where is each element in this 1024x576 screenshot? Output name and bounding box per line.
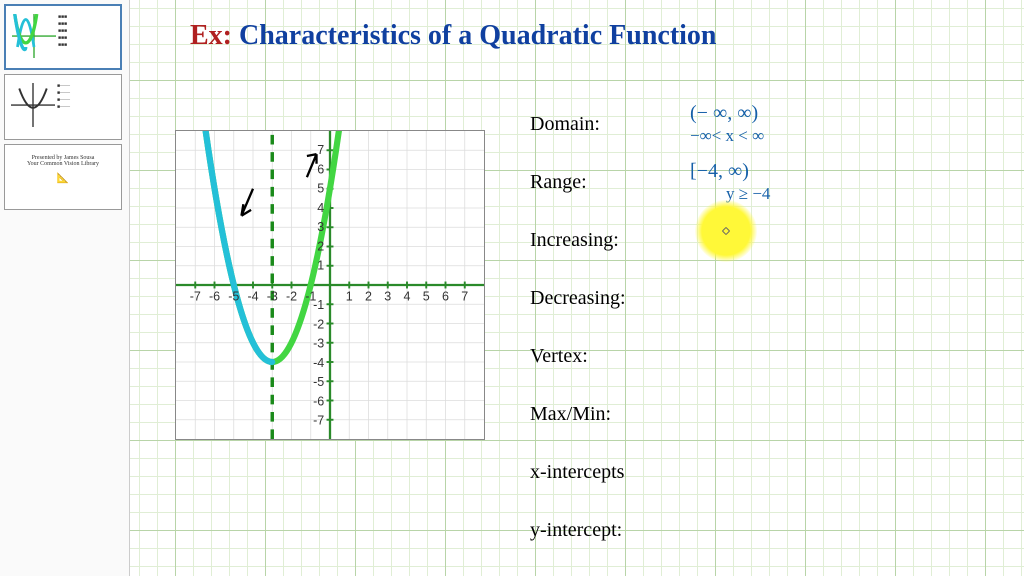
slide-thumb-3[interactable]: Presented by James Sousa Your Common Vis… (4, 144, 122, 210)
svg-text:5: 5 (317, 182, 324, 196)
svg-text:-7: -7 (313, 414, 324, 428)
svg-text:-2: -2 (286, 289, 297, 303)
svg-text:5: 5 (423, 289, 430, 303)
main-slide: Ex: Characteristics of a Quadratic Funct… (130, 0, 1024, 576)
label-decreasing: Decreasing: (530, 287, 690, 310)
answer-range: [−4, ∞) y ≥ −4 (690, 160, 770, 204)
svg-text:1: 1 (317, 259, 324, 273)
row-decreasing: Decreasing: (530, 269, 770, 327)
label-range: Range: (530, 171, 690, 194)
svg-text:-6: -6 (313, 394, 324, 408)
svg-text:2: 2 (317, 239, 324, 253)
svg-text:4: 4 (317, 201, 324, 215)
thumb-label-list: ■■■■■■■■■■■■■■■ (58, 14, 67, 49)
answer-domain-2: −∞< x < ∞ (690, 126, 764, 145)
thumb-axes-icon (11, 83, 55, 127)
svg-text:-4: -4 (313, 356, 324, 370)
thumb-3-credits: Presented by James Sousa Your Common Vis… (5, 145, 121, 184)
label-yint: y-intercept: (530, 519, 690, 542)
svg-text:-2: -2 (313, 317, 324, 331)
quadratic-chart: -7-6-5-4-3-2-11234567 7654321-1-2-3-4-5-… (175, 130, 485, 440)
label-vertex: Vertex: (530, 345, 690, 368)
svg-text:3: 3 (317, 220, 324, 234)
chart-svg: -7-6-5-4-3-2-11234567 7654321-1-2-3-4-5-… (176, 131, 484, 439)
thumb-parabola-icon (12, 14, 56, 58)
row-increasing: Increasing: (530, 211, 770, 269)
row-yint: y-intercept: (530, 501, 770, 559)
row-vertex: Vertex: (530, 327, 770, 385)
svg-text:2: 2 (365, 289, 372, 303)
slide-title: Ex: Characteristics of a Quadratic Funct… (190, 20, 717, 52)
svg-text:-6: -6 (209, 289, 220, 303)
answer-range-2: y ≥ −4 (690, 184, 770, 203)
label-increasing: Increasing: (530, 229, 690, 252)
label-domain: Domain: (530, 113, 690, 136)
svg-text:-4: -4 (247, 289, 258, 303)
svg-text:1: 1 (346, 289, 353, 303)
svg-text:6: 6 (317, 162, 324, 176)
svg-text:-5: -5 (228, 289, 239, 303)
svg-text:-5: -5 (313, 375, 324, 389)
svg-text:6: 6 (442, 289, 449, 303)
characteristics-list: Domain: (− ∞, ∞) −∞< x < ∞ Range: [−4, ∞… (530, 95, 770, 559)
answer-range-1: [−4, ∞) (690, 160, 749, 182)
thumb-label-list-2: ■——■——■——■—— (57, 83, 70, 111)
slide-thumb-2[interactable]: ■——■——■——■—— (4, 74, 122, 140)
svg-text:7: 7 (461, 289, 468, 303)
answer-domain: (− ∞, ∞) −∞< x < ∞ (690, 102, 764, 146)
credits-line-2: Your Common Vision Library (5, 161, 121, 167)
row-maxmin: Max/Min: (530, 385, 770, 443)
svg-text:-1: -1 (313, 298, 324, 312)
slide-thumb-1[interactable]: ■■■■■■■■■■■■■■■ (4, 4, 122, 70)
svg-text:-7: -7 (190, 289, 201, 303)
slide-thumbnails-panel: ■■■■■■■■■■■■■■■ ■——■——■——■—— Presented b… (0, 0, 130, 576)
svg-text:3: 3 (384, 289, 391, 303)
label-xint: x-intercepts (530, 461, 690, 484)
label-maxmin: Max/Min: (530, 403, 690, 426)
svg-text:4: 4 (404, 289, 411, 303)
row-xint: x-intercepts (530, 443, 770, 501)
svg-text:-3: -3 (313, 337, 324, 351)
title-ex: Ex: (190, 20, 232, 51)
svg-text:-3: -3 (267, 289, 278, 303)
ruler-icon: 📐 (5, 173, 121, 184)
svg-text:7: 7 (317, 143, 324, 157)
row-domain: Domain: (− ∞, ∞) −∞< x < ∞ (530, 95, 770, 153)
answer-domain-1: (− ∞, ∞) (690, 102, 758, 124)
row-range: Range: [−4, ∞) y ≥ −4 (530, 153, 770, 211)
title-main: Characteristics of a Quadratic Function (232, 20, 717, 51)
